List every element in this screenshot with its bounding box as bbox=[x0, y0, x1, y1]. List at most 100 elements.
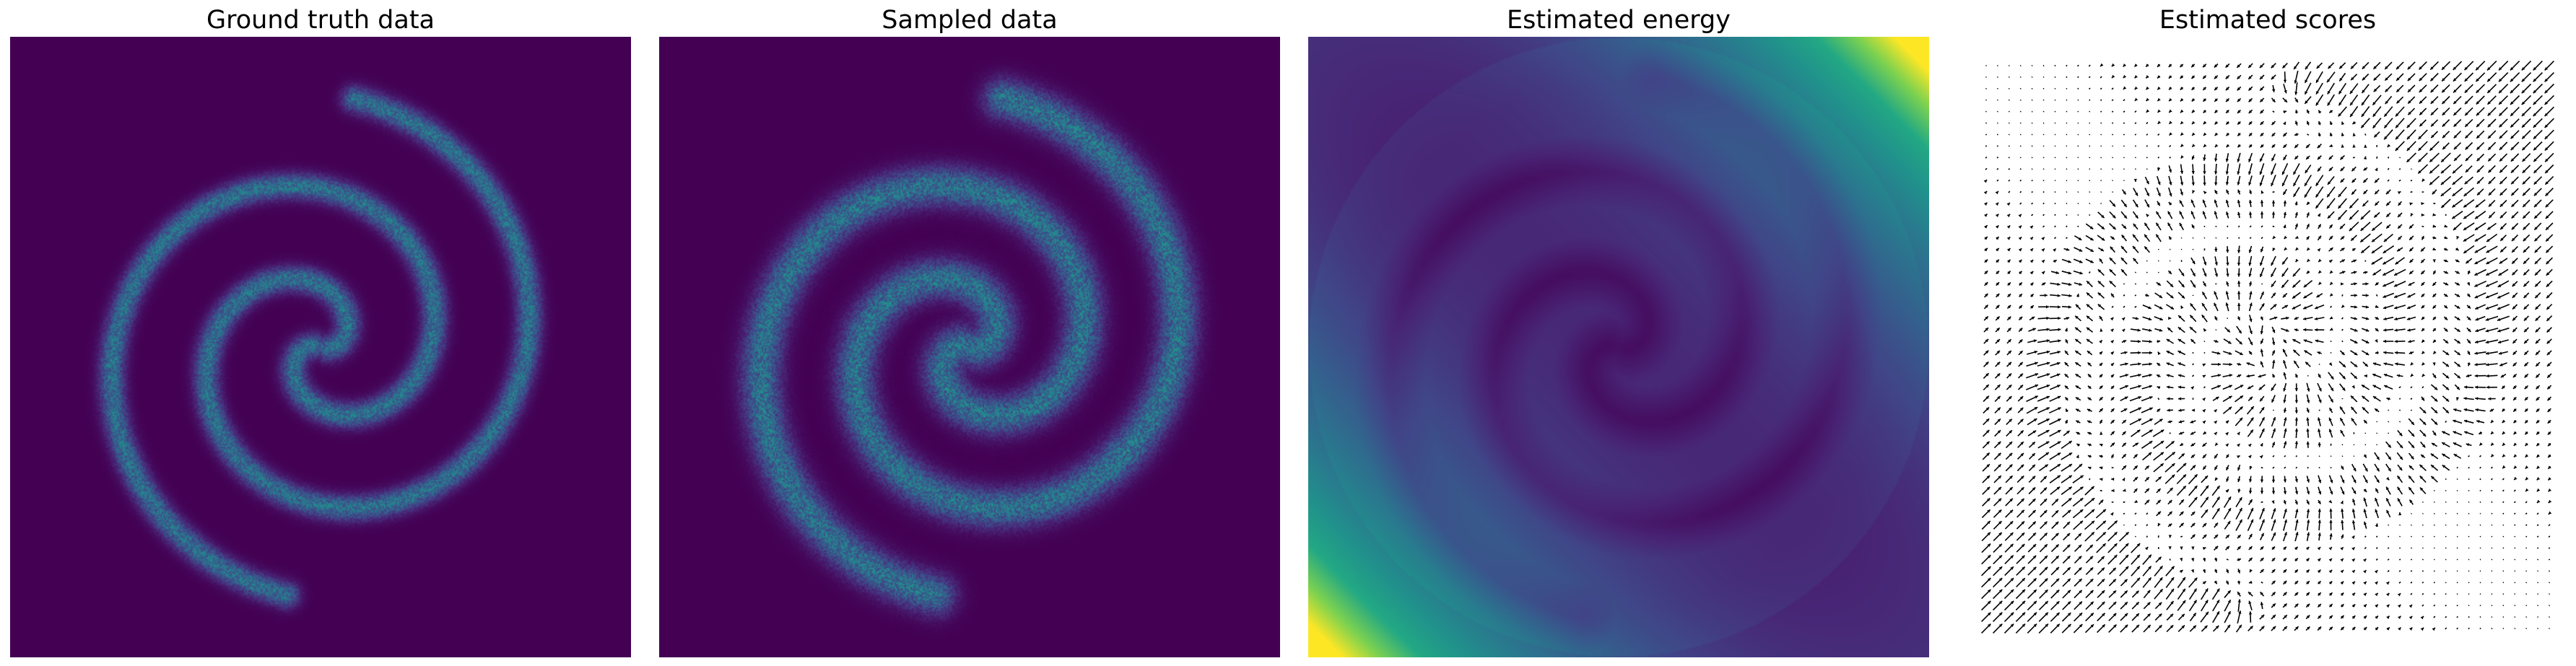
score-arrow bbox=[2248, 211, 2253, 219]
score-arrow bbox=[2433, 202, 2436, 205]
score-arrow bbox=[2499, 165, 2507, 173]
score-arrow bbox=[2167, 270, 2172, 275]
score-arrow bbox=[1994, 384, 2001, 390]
score-arrow bbox=[2132, 234, 2139, 242]
score-arrow bbox=[2157, 522, 2161, 527]
score-arrow bbox=[2004, 520, 2014, 530]
score-arrow bbox=[2026, 384, 2039, 390]
score-arrow bbox=[2064, 350, 2069, 356]
score-arrow bbox=[2375, 351, 2379, 354]
score-arrow bbox=[2142, 565, 2152, 577]
score-arrow bbox=[2525, 488, 2529, 492]
score-arrow bbox=[2338, 94, 2347, 106]
score-arrow bbox=[2466, 443, 2472, 447]
score-arrow bbox=[2547, 419, 2551, 424]
score-arrow bbox=[2237, 121, 2241, 126]
score-arrow bbox=[2452, 164, 2463, 174]
score-arrow bbox=[2165, 588, 2175, 600]
score-arrow bbox=[2271, 569, 2276, 574]
score-arrow bbox=[2420, 270, 2425, 275]
score-arrow bbox=[2374, 452, 2380, 460]
score-arrow bbox=[2018, 214, 2022, 218]
score-arrow bbox=[2166, 385, 2174, 389]
score-arrow bbox=[2222, 362, 2232, 367]
score-arrow bbox=[2340, 615, 2345, 619]
score-arrow bbox=[2074, 235, 2082, 241]
score-arrow bbox=[2145, 75, 2149, 79]
score-arrow bbox=[2027, 418, 2037, 426]
score-arrow bbox=[2397, 592, 2401, 597]
score-arrow bbox=[2075, 385, 2081, 390]
score-arrow bbox=[2533, 72, 2543, 82]
score-arrow bbox=[2372, 95, 2382, 106]
score-arrow bbox=[2191, 121, 2196, 125]
score-arrow bbox=[2146, 168, 2148, 170]
score-arrow bbox=[2085, 223, 2094, 230]
score-arrow bbox=[2421, 281, 2425, 286]
score-arrow bbox=[2075, 420, 2081, 424]
score-arrow bbox=[2522, 199, 2531, 208]
score-arrow bbox=[2202, 465, 2207, 470]
score-arrow bbox=[2544, 95, 2554, 105]
score-arrow bbox=[2283, 394, 2286, 403]
score-arrow bbox=[1982, 497, 1990, 507]
score-arrow bbox=[2382, 257, 2395, 265]
score-arrow bbox=[2119, 385, 2129, 390]
score-arrow bbox=[2395, 129, 2405, 140]
score-arrow bbox=[2087, 385, 2092, 390]
score-arrow bbox=[2442, 395, 2450, 403]
score-arrow bbox=[2351, 535, 2355, 539]
score-arrow bbox=[2164, 463, 2175, 473]
score-arrow bbox=[2421, 293, 2425, 298]
score-arrow bbox=[2443, 293, 2448, 297]
score-arrow bbox=[2486, 245, 2498, 253]
score-arrow bbox=[1993, 589, 2003, 600]
score-arrow bbox=[2318, 455, 2320, 457]
score-arrow bbox=[2006, 224, 2011, 229]
score-arrow bbox=[2226, 144, 2229, 148]
score-arrow bbox=[2088, 271, 2091, 274]
score-arrow bbox=[2272, 359, 2276, 369]
score-arrow bbox=[2037, 429, 2050, 437]
score-arrow bbox=[2445, 558, 2447, 561]
score-arrow bbox=[2072, 497, 2084, 507]
score-arrow bbox=[2294, 626, 2299, 631]
score-arrow bbox=[2498, 84, 2509, 94]
score-arrow bbox=[2109, 268, 2116, 276]
score-arrow bbox=[2430, 452, 2439, 460]
score-arrow bbox=[2525, 593, 2528, 595]
score-arrow bbox=[2479, 442, 2483, 446]
score-arrow bbox=[2041, 237, 2045, 241]
score-arrow bbox=[2271, 132, 2276, 137]
score-arrow bbox=[2328, 154, 2333, 160]
score-arrow bbox=[2304, 175, 2312, 187]
score-arrow bbox=[2075, 373, 2081, 378]
score-arrow bbox=[2271, 487, 2276, 494]
score-arrow bbox=[2397, 486, 2403, 495]
score-arrow bbox=[1983, 327, 1989, 333]
score-arrow bbox=[2429, 152, 2440, 163]
score-arrow bbox=[2545, 199, 2554, 208]
score-arrow bbox=[2360, 118, 2370, 128]
score-arrow bbox=[2144, 234, 2151, 242]
score-arrow bbox=[2097, 280, 2105, 288]
score-arrow bbox=[2432, 316, 2437, 320]
score-arrow bbox=[2076, 443, 2080, 447]
score-arrow bbox=[1996, 259, 2000, 263]
score-arrow bbox=[2318, 121, 2322, 126]
score-arrow bbox=[2189, 625, 2197, 632]
score-arrow bbox=[2523, 304, 2530, 310]
score-arrow bbox=[1983, 395, 1990, 403]
score-arrow bbox=[2486, 95, 2497, 105]
score-arrow bbox=[2306, 235, 2310, 240]
score-arrow bbox=[2061, 486, 2073, 495]
score-arrow bbox=[2498, 107, 2508, 117]
score-arrow bbox=[2225, 443, 2229, 447]
score-arrow bbox=[2224, 590, 2232, 598]
score-arrow bbox=[2214, 291, 2219, 300]
score-arrow bbox=[2372, 373, 2382, 378]
score-arrow bbox=[2294, 144, 2299, 149]
score-arrow bbox=[2211, 496, 2221, 508]
score-arrow bbox=[2006, 338, 2012, 344]
score-arrow bbox=[2202, 281, 2207, 287]
